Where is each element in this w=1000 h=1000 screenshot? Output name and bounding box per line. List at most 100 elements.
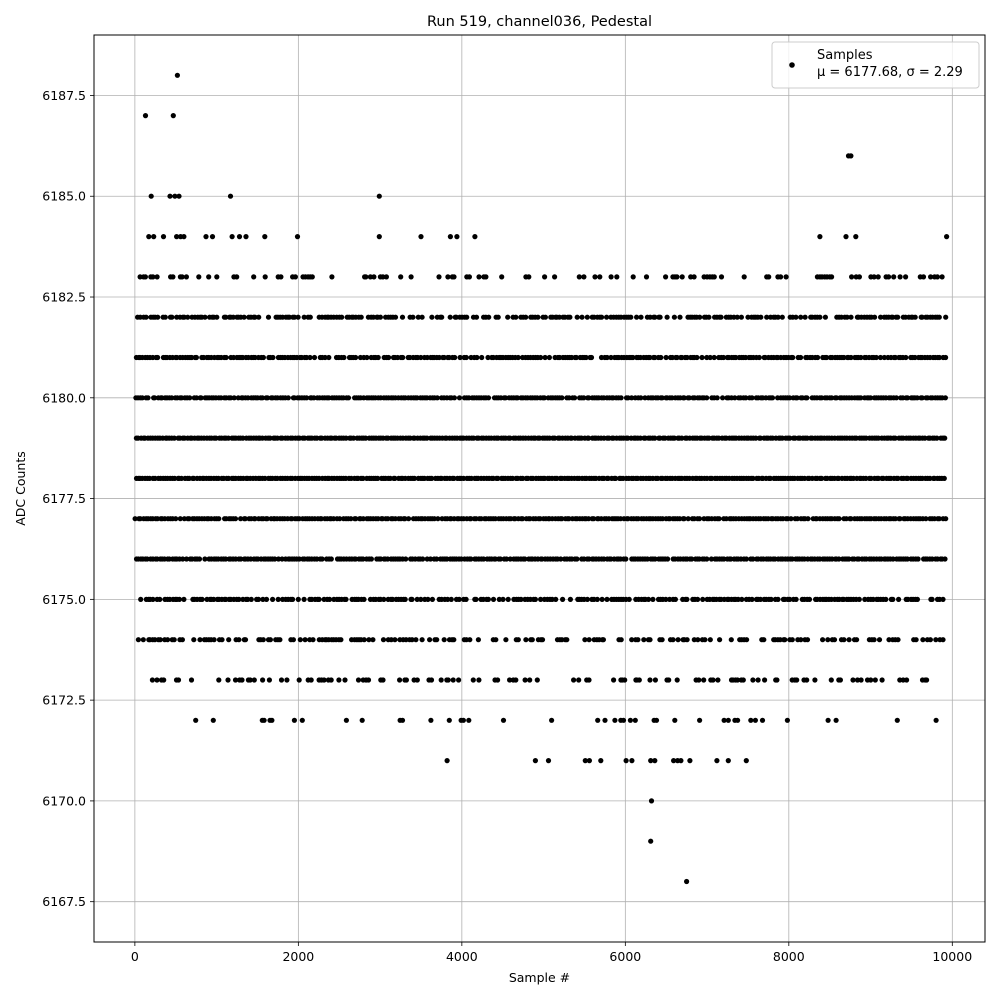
sample-point [418,234,424,240]
sample-point [410,314,416,320]
sample-point [758,314,764,320]
sample-point [452,354,458,361]
sample-point [856,274,863,280]
sample-point [155,314,161,320]
sample-point [804,395,810,401]
sample-point [854,677,861,683]
sample-point [572,395,578,401]
sample-point [920,274,927,280]
sample-point [368,556,374,562]
sample-point [225,435,231,441]
sample-point [614,274,620,280]
sample-point [641,637,647,643]
sample-point [341,354,347,361]
sample-point [828,677,834,683]
sample-point [936,314,942,320]
sample-point [735,717,741,723]
sample-point [613,475,619,481]
sample-point [645,596,652,603]
sample-point [264,395,271,401]
sample-point [232,677,239,683]
sample-point [457,354,463,361]
sample-point [415,314,421,320]
sample-point [500,717,507,723]
sample-point [481,556,487,562]
sample-point [309,274,315,280]
sample-point [418,596,424,603]
sample-point [428,677,435,683]
sample-point [173,516,179,522]
sample-point [666,677,672,683]
sample-point [576,677,582,683]
sample-point [701,677,707,683]
sample-point [564,637,570,643]
sample-point [892,516,899,522]
sample-point [216,516,222,522]
sample-point [149,677,155,683]
sample-point [652,354,658,361]
sample-point [734,314,740,320]
sample-point [592,274,598,280]
sample-point [202,314,208,320]
sample-point [681,516,687,522]
sample-point [366,637,372,643]
sample-point [424,435,430,441]
sample-point [612,717,618,723]
sample-point [295,596,301,603]
sample-point [657,314,663,320]
sample-point [707,354,713,361]
sample-point [942,556,948,562]
sample-point [871,637,877,643]
sample-point [794,395,800,401]
sample-point [380,637,387,643]
sample-point [659,395,665,401]
sample-point [681,395,687,401]
sample-point [549,717,555,723]
sample-point [939,274,945,280]
sample-point [170,274,176,280]
sample-point [761,637,767,643]
sample-point [815,354,821,361]
sample-point [940,596,946,603]
sample-point [193,354,199,361]
sample-point [689,556,695,562]
sample-point [858,395,864,401]
sample-point [451,274,457,280]
sample-point [409,637,415,643]
sample-point [789,637,795,643]
sample-point [223,314,229,320]
sample-point [236,234,243,240]
sample-point [161,677,167,683]
sample-point [892,435,898,441]
sample-point [485,354,491,361]
sample-point [503,637,509,643]
sample-point [630,354,636,361]
sample-point [825,717,831,723]
sample-point [582,637,588,643]
sample-point [446,717,452,723]
sample-point [743,395,749,401]
sample-point [427,637,433,643]
sample-point [716,516,722,522]
sample-point [829,395,835,401]
sample-point [618,637,624,643]
sample-point [858,354,864,361]
sample-point [583,354,589,361]
sample-point [278,677,285,683]
sample-point [579,314,585,320]
sample-point [897,516,903,522]
sample-point [252,516,258,522]
sample-point [652,556,658,562]
sample-point [638,395,644,401]
sample-point [400,354,406,361]
y-tick-label: 6175.0 [42,592,86,607]
sample-point [714,395,720,401]
y-tick-label: 6170.0 [42,793,86,808]
sample-point [706,314,712,320]
sample-point [438,677,444,683]
sample-point [495,475,501,481]
sample-point [636,677,642,683]
sample-point [752,717,759,723]
sample-point [915,556,921,562]
sample-point [790,354,796,361]
